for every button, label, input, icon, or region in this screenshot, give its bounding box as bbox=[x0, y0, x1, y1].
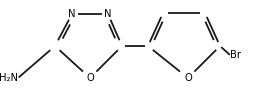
Text: N: N bbox=[68, 9, 76, 19]
Text: H₂N: H₂N bbox=[0, 73, 18, 83]
Text: N: N bbox=[104, 9, 112, 19]
Text: Br: Br bbox=[230, 50, 241, 60]
Text: O: O bbox=[86, 73, 94, 83]
Text: O: O bbox=[184, 73, 192, 83]
